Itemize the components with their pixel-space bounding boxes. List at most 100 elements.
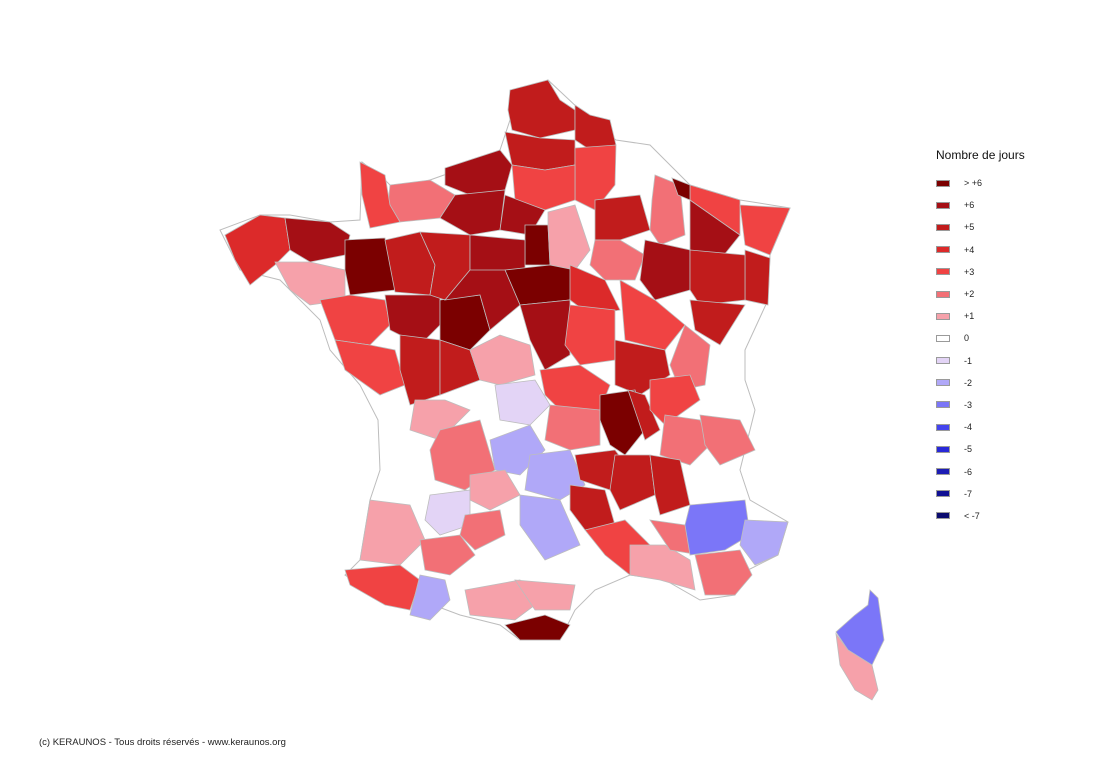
legend-swatch [936, 401, 950, 409]
dept-region [744, 249, 771, 306]
dept-region [639, 239, 691, 301]
dept-region [689, 299, 746, 346]
legend-row: +3 [936, 261, 1076, 283]
legend-row: -7 [936, 483, 1076, 505]
dept-region [444, 269, 521, 331]
legend-swatch [936, 246, 950, 254]
dept-region [507, 79, 576, 139]
legend-row: -4 [936, 416, 1076, 438]
dept-region [684, 499, 751, 556]
dept-region [619, 279, 686, 351]
legend-swatch [936, 490, 950, 498]
legend-swatch [936, 512, 950, 520]
dept-region [459, 509, 506, 551]
legend-label: +5 [964, 222, 975, 233]
dept-region [659, 414, 711, 466]
legend-label: > +6 [964, 178, 983, 189]
dept-region [519, 494, 581, 561]
dept-region [224, 214, 291, 286]
dept-region [464, 579, 536, 621]
legend-label: +4 [964, 244, 975, 255]
legend-swatch [936, 179, 950, 187]
legend-swatch [936, 468, 950, 476]
legend: Nombre de jours > +6 +6 +5 +4 +3 +2 +1 0… [936, 148, 1076, 527]
dept-region [524, 224, 551, 266]
legend-row: 0 [936, 327, 1076, 349]
legend-label: +3 [964, 266, 975, 277]
dept-region [504, 614, 571, 641]
dept-region [739, 519, 789, 566]
legend-row: +4 [936, 239, 1076, 261]
legend-swatch [936, 379, 950, 387]
dept-region [409, 574, 451, 621]
legend-row: +5 [936, 216, 1076, 238]
dept-region [609, 454, 656, 511]
dept-region [694, 549, 753, 596]
legend-swatch [936, 357, 950, 365]
dept-region [344, 237, 396, 296]
legend-label: -5 [964, 444, 973, 455]
legend-label: -2 [964, 377, 973, 388]
dept-region [419, 534, 476, 576]
dept-region [649, 454, 691, 516]
dept-region [594, 194, 651, 241]
dept-region [671, 177, 691, 201]
legend-swatch [936, 223, 950, 231]
dept-region [629, 544, 696, 591]
legend-swatch [936, 423, 950, 431]
dept-region [689, 249, 746, 306]
dept-region [574, 104, 617, 151]
dept-region [469, 469, 521, 511]
dept-region [469, 334, 536, 386]
legend-label: 0 [964, 333, 970, 344]
legend-row: -3 [936, 394, 1076, 416]
corse-sud [835, 632, 879, 701]
legend-row: -1 [936, 350, 1076, 372]
legend-label: -7 [964, 488, 973, 499]
dept-region [494, 379, 551, 426]
dept-region [429, 419, 496, 491]
legend-label: -6 [964, 466, 973, 477]
dept-region [739, 204, 791, 256]
legend-row: > +6 [936, 172, 1076, 194]
dept-region [589, 239, 646, 281]
legend-swatch [936, 290, 950, 298]
legend-label: -4 [964, 422, 973, 433]
legend-label: +1 [964, 311, 975, 322]
legend-label: -1 [964, 355, 973, 366]
legend-swatch [936, 445, 950, 453]
legend-row: -6 [936, 460, 1076, 482]
legend-row: +1 [936, 305, 1076, 327]
legend-row: -2 [936, 372, 1076, 394]
legend-row: +6 [936, 194, 1076, 216]
copyright-notice: (c) KERAUNOS - Tous droits réservés - ww… [39, 737, 286, 748]
dept-region [649, 374, 701, 426]
dept-region [344, 564, 421, 611]
legend-swatch [936, 268, 950, 276]
legend-row: < -7 [936, 505, 1076, 527]
dept-region [409, 399, 471, 441]
legend-row: -5 [936, 438, 1076, 460]
dept-region [359, 161, 401, 229]
dept-region [359, 499, 426, 566]
dept-region [514, 579, 576, 611]
legend-swatch [936, 334, 950, 342]
dept-region [424, 489, 471, 536]
legend-rows: > +6 +6 +5 +4 +3 +2 +1 0 -1 -2 -3 -4 -5 … [936, 172, 1076, 527]
dept-region [439, 189, 506, 236]
legend-label: +2 [964, 289, 975, 300]
legend-label: -3 [964, 399, 973, 410]
legend-swatch [936, 201, 950, 209]
dept-region [627, 389, 661, 441]
dept-region [699, 414, 756, 466]
dept-region [519, 299, 571, 371]
dept-region [444, 149, 513, 196]
legend-title: Nombre de jours [936, 148, 1025, 162]
dept-region [544, 404, 601, 451]
legend-label: < -7 [964, 510, 980, 521]
dept-region [564, 304, 616, 366]
legend-swatch [936, 312, 950, 320]
legend-label: +6 [964, 200, 975, 211]
legend-row: +2 [936, 283, 1076, 305]
